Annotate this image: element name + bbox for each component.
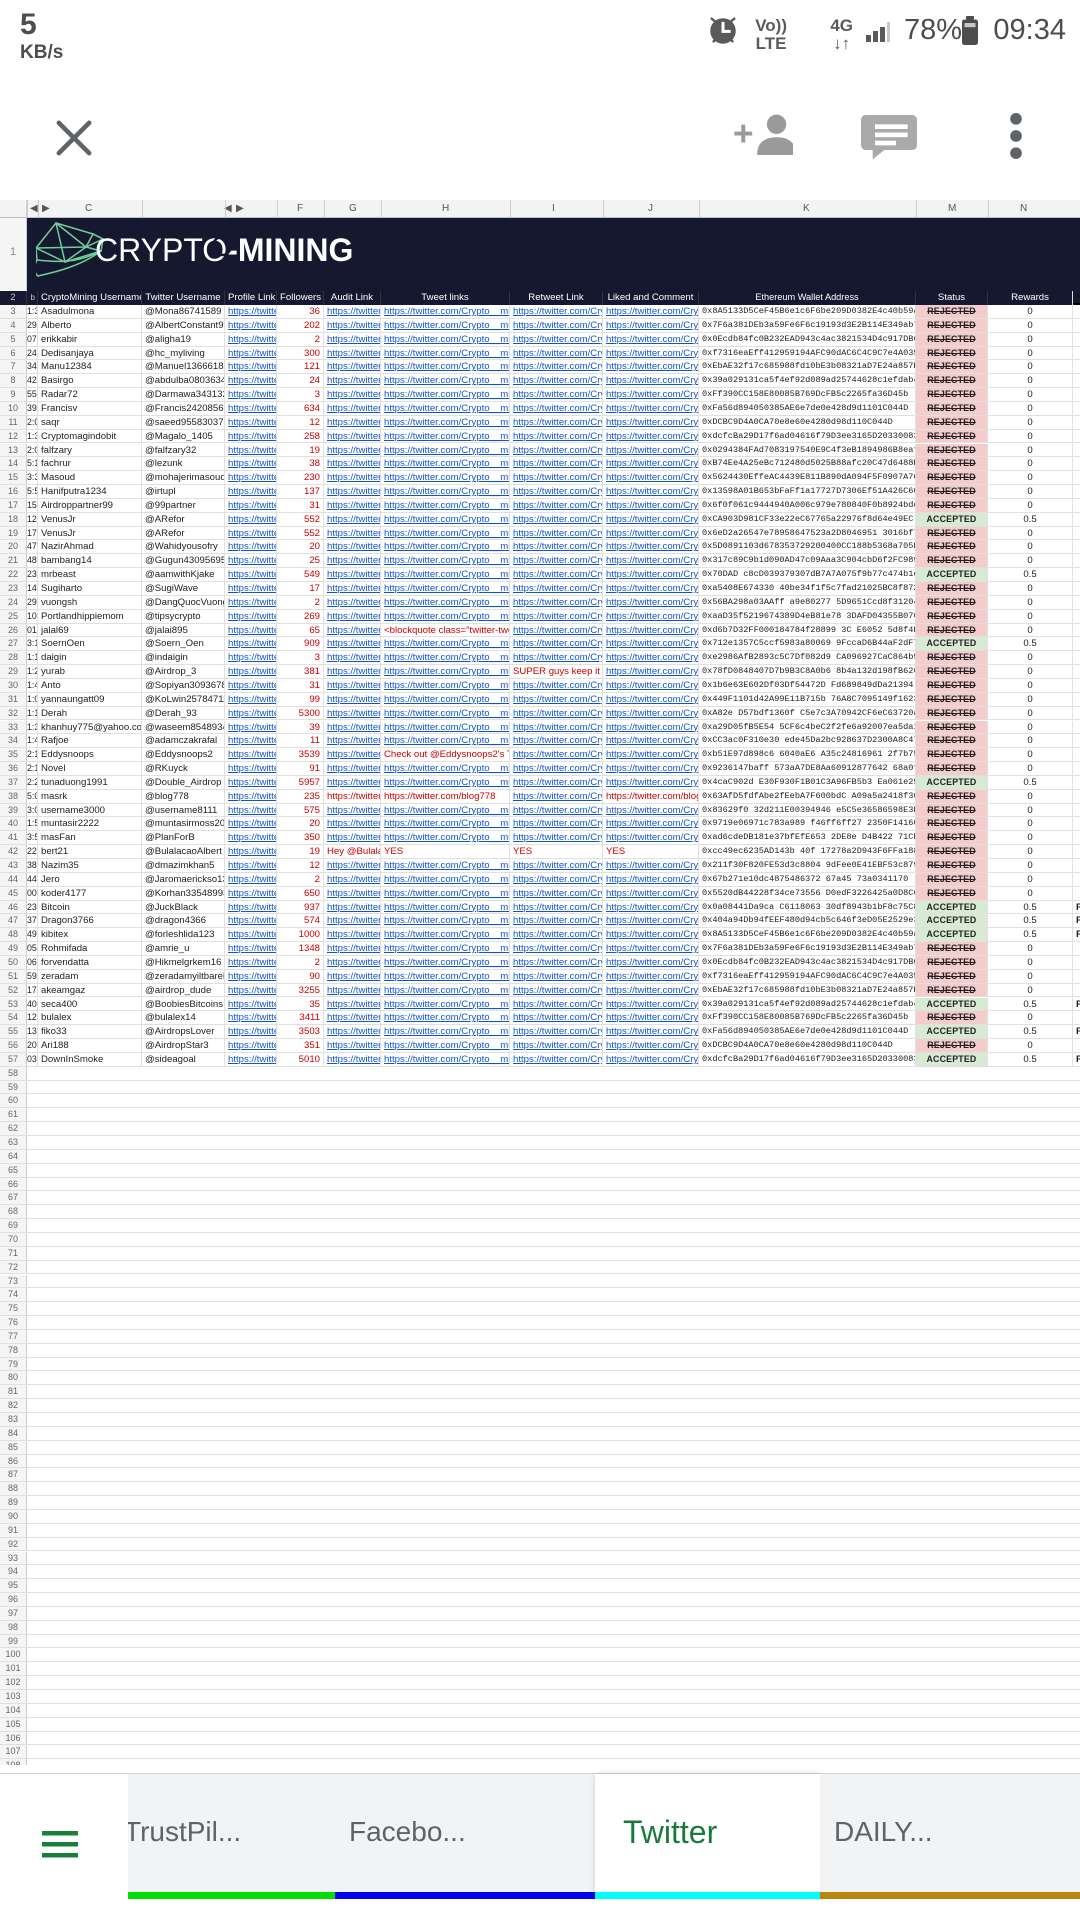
svg-text:+: + — [733, 113, 754, 153]
